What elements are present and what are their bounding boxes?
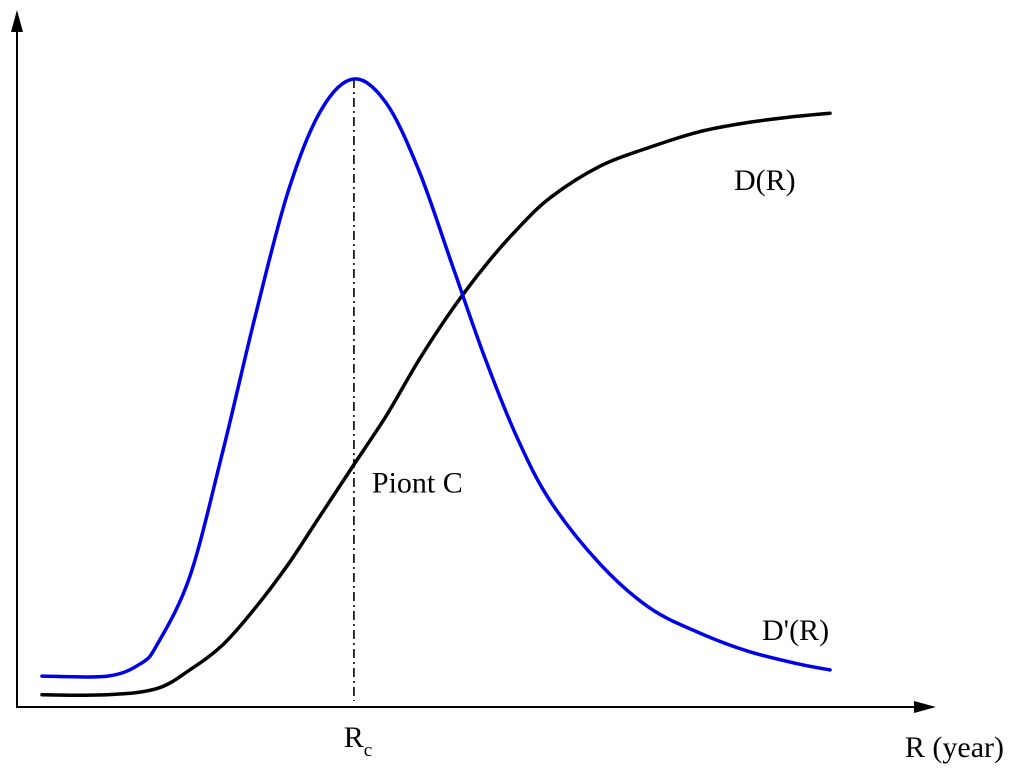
- series-line-d-prime: [40, 77, 832, 679]
- series-label-d: D(R): [734, 164, 796, 197]
- x-axis-label: R (year): [905, 731, 1004, 764]
- y-axis-arrow: [11, 10, 23, 32]
- x-tick-label-rc-sub: c: [364, 740, 372, 761]
- curves-layer: [40, 77, 832, 697]
- x-tick-label-rc: Rc: [344, 721, 372, 761]
- x-tick-label-rc-main: R: [344, 721, 364, 754]
- x-axis-arrow: [914, 701, 936, 713]
- series-label-d-prime: D'(R): [762, 614, 829, 647]
- series-line-d: [40, 111, 832, 697]
- annotation-point-c: Piont C: [372, 467, 463, 500]
